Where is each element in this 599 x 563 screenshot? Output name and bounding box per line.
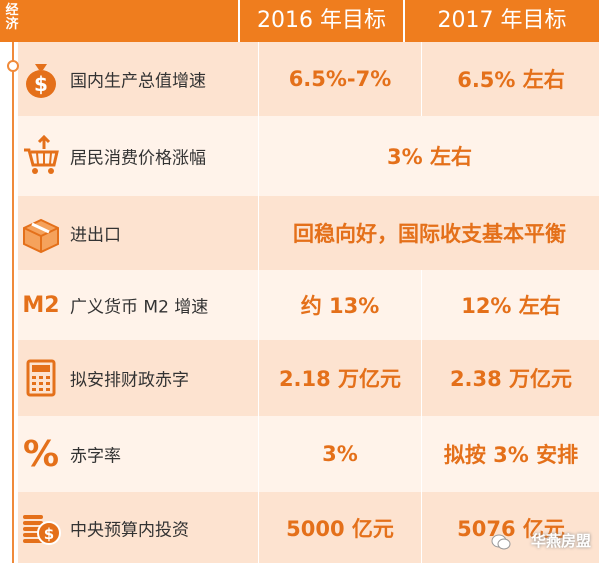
value-both-years: 回稳向好，国际收支基本平衡 [293, 222, 566, 246]
header-label-column [24, 0, 238, 42]
value-2017-cell: 6.5% 左右 [421, 42, 599, 116]
value-span-cell: 3% 左右 [258, 116, 599, 196]
row-trade: 进出口 回稳向好，国际收支基本平衡 [18, 196, 599, 270]
value-2016: 2.18 万亿元 [278, 367, 402, 391]
row-label: 进出口 [70, 225, 121, 246]
value-2017: 2.38 万亿元 [449, 367, 573, 391]
category-tag: 经济 [0, 0, 24, 42]
value-2017-cell: 12% 左右 [421, 270, 599, 340]
value-2016-cell: 2.18 万亿元 [258, 340, 421, 416]
value-2017: 拟按 3% 安排 [443, 443, 579, 467]
percent-icon: % [22, 433, 60, 475]
row-label-cell: 拟安排财政赤字 [18, 340, 258, 416]
row-label: 中央预算内投资 [70, 520, 189, 540]
row-investment: $ 中央预算内投资 5000 亿元 5076 亿元 [18, 492, 599, 563]
money-bag-icon: $ [20, 58, 62, 100]
row-label-cell: 进出口 [18, 196, 258, 270]
row-deficit: 拟安排财政赤字 2.18 万亿元 2.38 万亿元 [18, 340, 599, 416]
row-label: 广义货币 M2 增速 [70, 297, 209, 318]
m2-icon: M2 [22, 292, 60, 318]
timeline-dot [7, 60, 19, 72]
value-span-cell: 回稳向好，国际收支基本平衡 [258, 196, 599, 270]
row-label: 国内生产总值增速 [70, 71, 206, 92]
value-2017: 6.5% 左右 [457, 68, 565, 92]
row-label-cell: $ 国内生产总值增速 [18, 42, 258, 116]
timeline-line [12, 42, 14, 563]
value-2017-cell: 拟按 3% 安排 [421, 416, 599, 492]
value-2016: 约 13% [300, 294, 380, 318]
svg-text:$: $ [44, 525, 54, 543]
value-2017: 5076 亿元 [457, 516, 565, 541]
svg-text:$: $ [34, 72, 48, 96]
calculator-icon [20, 357, 62, 399]
value-both-years: 3% 左右 [387, 145, 472, 169]
cargo-box-icon [20, 212, 62, 254]
value-2016-cell: 约 13% [258, 270, 421, 340]
value-2016: 5000 亿元 [286, 516, 394, 541]
row-label-cell: 居民消费价格涨幅 [18, 116, 258, 196]
wechat-icon [491, 533, 511, 551]
row-label-cell: $ 中央预算内投资 [18, 492, 258, 563]
row-deficit-rate: % 赤字率 3% 拟按 3% 安排 [18, 416, 599, 492]
value-2016-cell: 3% [258, 416, 421, 492]
row-cpi: 居民消费价格涨幅 3% 左右 [18, 116, 599, 196]
value-2017: 12% 左右 [461, 294, 561, 318]
coins-icon: $ [20, 507, 62, 549]
shopping-cart-icon [20, 134, 62, 177]
row-label-cell: % 赤字率 [18, 416, 258, 492]
header-2017: 2017 年目标 [405, 0, 599, 42]
row-label-cell: M2 广义货币 M2 增速 [18, 270, 258, 340]
row-label: 拟安排财政赤字 [70, 370, 189, 391]
value-2016-cell: 5000 亿元 [258, 492, 421, 563]
header-2016: 2016 年目标 [240, 0, 403, 42]
row-label: 居民消费价格涨幅 [70, 148, 206, 169]
watermark: 华燕房盟 [530, 532, 591, 550]
row-gdp: $ 国内生产总值增速 6.5%-7% 6.5% 左右 [18, 42, 599, 116]
value-2016: 3% [322, 442, 358, 466]
value-2017-cell: 2.38 万亿元 [421, 340, 599, 416]
value-2016-cell: 6.5%-7% [258, 42, 421, 116]
value-2016: 6.5%-7% [288, 67, 392, 91]
row-m2: M2 广义货币 M2 增速 约 13% 12% 左右 [18, 270, 599, 340]
row-label: 赤字率 [70, 446, 121, 467]
value-2017-cell: 5076 亿元 [421, 492, 599, 563]
